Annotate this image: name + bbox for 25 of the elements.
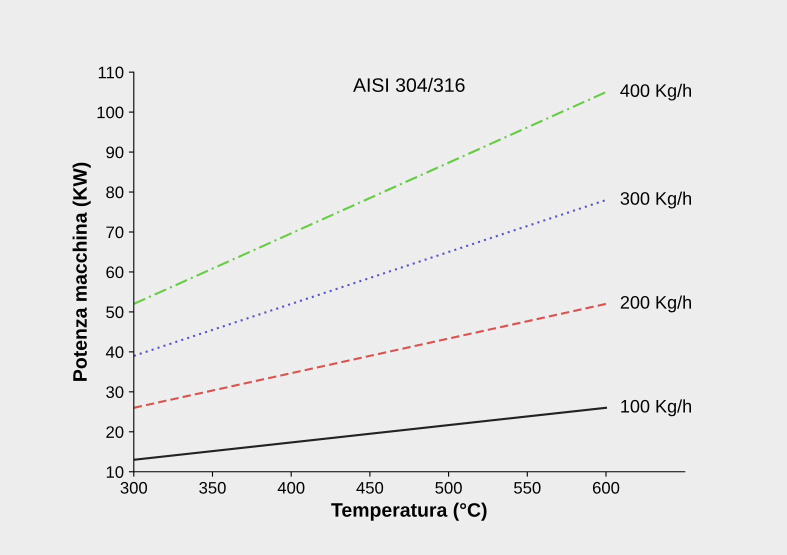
y-tick-label: 60 (106, 266, 124, 278)
y-tick-label: 50 (106, 306, 124, 318)
series-label: 200 Kg/h (620, 296, 691, 312)
x-tick-label: 300 (120, 482, 148, 494)
y-tick-label: 70 (106, 226, 124, 238)
series-label: 300 Kg/h (620, 192, 691, 208)
series-label: 400 Kg/h (620, 84, 691, 101)
chart-title: AISI 304/316 (353, 78, 465, 92)
y-tick-label: 10 (106, 466, 124, 478)
y-tick-label: 110 (98, 66, 124, 78)
x-tick-label: 450 (356, 482, 384, 494)
y-tick-label: 20 (106, 426, 124, 438)
x-axis-title: Temperatura (°C) (331, 502, 487, 521)
x-tick-label: 500 (435, 482, 462, 494)
y-axis-title: Potenza macchina (KW) (72, 162, 91, 381)
y-tick-label: 40 (106, 346, 124, 358)
x-tick-label: 400 (278, 482, 304, 494)
y-tick-label: 90 (106, 146, 124, 158)
x-tick-label: 600 (592, 482, 620, 494)
y-tick-label: 30 (106, 386, 124, 398)
x-tick-label: 350 (199, 482, 226, 494)
series-label: 100 Kg/h (621, 399, 691, 416)
x-tick-label: 550 (514, 482, 541, 494)
y-tick-label: 100 (98, 106, 124, 118)
y-tick-label: 80 (106, 186, 124, 198)
